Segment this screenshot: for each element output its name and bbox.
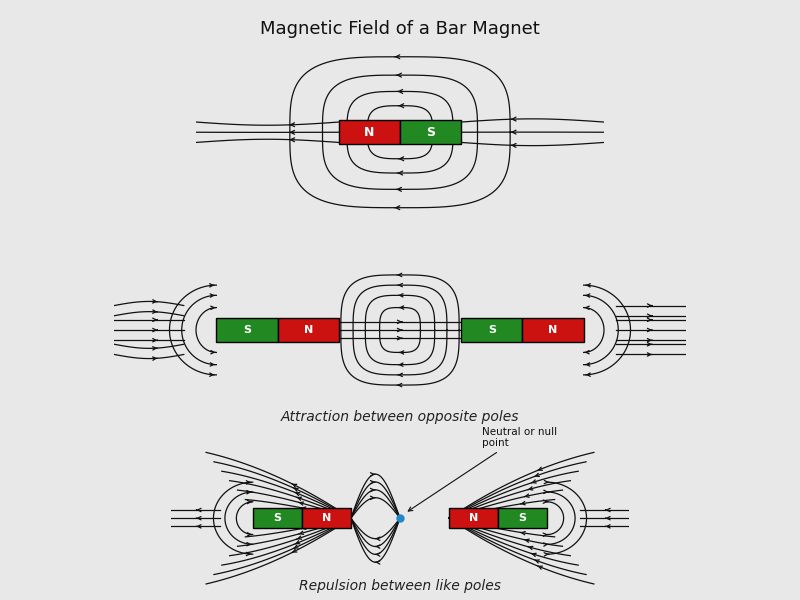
Text: S: S <box>518 513 526 523</box>
FancyBboxPatch shape <box>216 318 278 342</box>
Text: S: S <box>488 325 496 335</box>
Text: N: N <box>364 126 374 139</box>
Text: Neutral or null
point: Neutral or null point <box>408 427 557 511</box>
Text: S: S <box>243 325 251 335</box>
Text: N: N <box>548 325 558 335</box>
FancyBboxPatch shape <box>522 318 584 342</box>
FancyBboxPatch shape <box>339 120 400 145</box>
Text: Repulsion between like poles: Repulsion between like poles <box>299 580 501 593</box>
Text: S: S <box>426 126 435 139</box>
Text: N: N <box>469 513 478 523</box>
FancyBboxPatch shape <box>462 318 522 342</box>
FancyBboxPatch shape <box>302 508 351 528</box>
Text: N: N <box>303 325 313 335</box>
FancyBboxPatch shape <box>400 120 462 145</box>
Text: S: S <box>274 513 282 523</box>
FancyBboxPatch shape <box>498 508 547 528</box>
Text: N: N <box>322 513 331 523</box>
Text: Magnetic Field of a Bar Magnet: Magnetic Field of a Bar Magnet <box>260 20 540 38</box>
FancyBboxPatch shape <box>253 508 302 528</box>
Text: Attraction between opposite poles: Attraction between opposite poles <box>281 410 519 424</box>
FancyBboxPatch shape <box>449 508 498 528</box>
FancyBboxPatch shape <box>278 318 338 342</box>
